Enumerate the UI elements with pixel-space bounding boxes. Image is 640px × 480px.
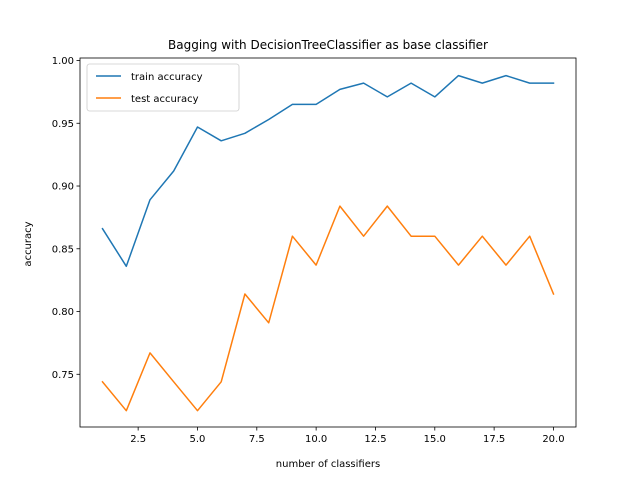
legend-label: train accuracy	[131, 72, 203, 83]
x-tick-label: 7.5	[249, 434, 265, 445]
series-line-train-accuracy	[101, 74, 555, 268]
series-lines	[101, 74, 555, 412]
axes-frame	[79, 57, 577, 428]
x-tick-label: 20.0	[542, 434, 564, 445]
series-line-test-accuracy	[101, 205, 555, 412]
y-tick-label: 0.85	[52, 244, 74, 255]
y-tick-label: 0.80	[52, 307, 74, 318]
chart-title: Bagging with DecisionTreeClassifier as b…	[168, 38, 488, 52]
y-tick-label: 1.00	[52, 56, 74, 67]
y-tick-label: 0.95	[52, 119, 74, 130]
y-axis-ticks: 0.75 0.80 0.85 0.90 0.95 1.00	[52, 56, 80, 381]
x-axis-ticks: 2.5 5.0 7.5 10.0 12.5 15.0 17.5 20.0	[130, 427, 565, 445]
legend: train accuracy test accuracy	[86, 63, 240, 112]
y-tick-label: 0.90	[52, 182, 74, 193]
legend-box	[86, 63, 240, 112]
x-tick-label: 5.0	[190, 434, 206, 445]
x-tick-label: 17.5	[483, 434, 505, 445]
legend-label: test accuracy	[131, 94, 199, 105]
x-tick-label: 2.5	[130, 434, 146, 445]
y-tick-label: 0.75	[52, 370, 74, 381]
y-axis-label: accuracy	[23, 221, 34, 266]
x-axis-label: number of classifiers	[276, 459, 380, 470]
x-tick-label: 12.5	[364, 434, 386, 445]
x-tick-label: 15.0	[424, 434, 446, 445]
plot-area	[79, 57, 577, 428]
x-tick-label: 10.0	[305, 434, 327, 445]
